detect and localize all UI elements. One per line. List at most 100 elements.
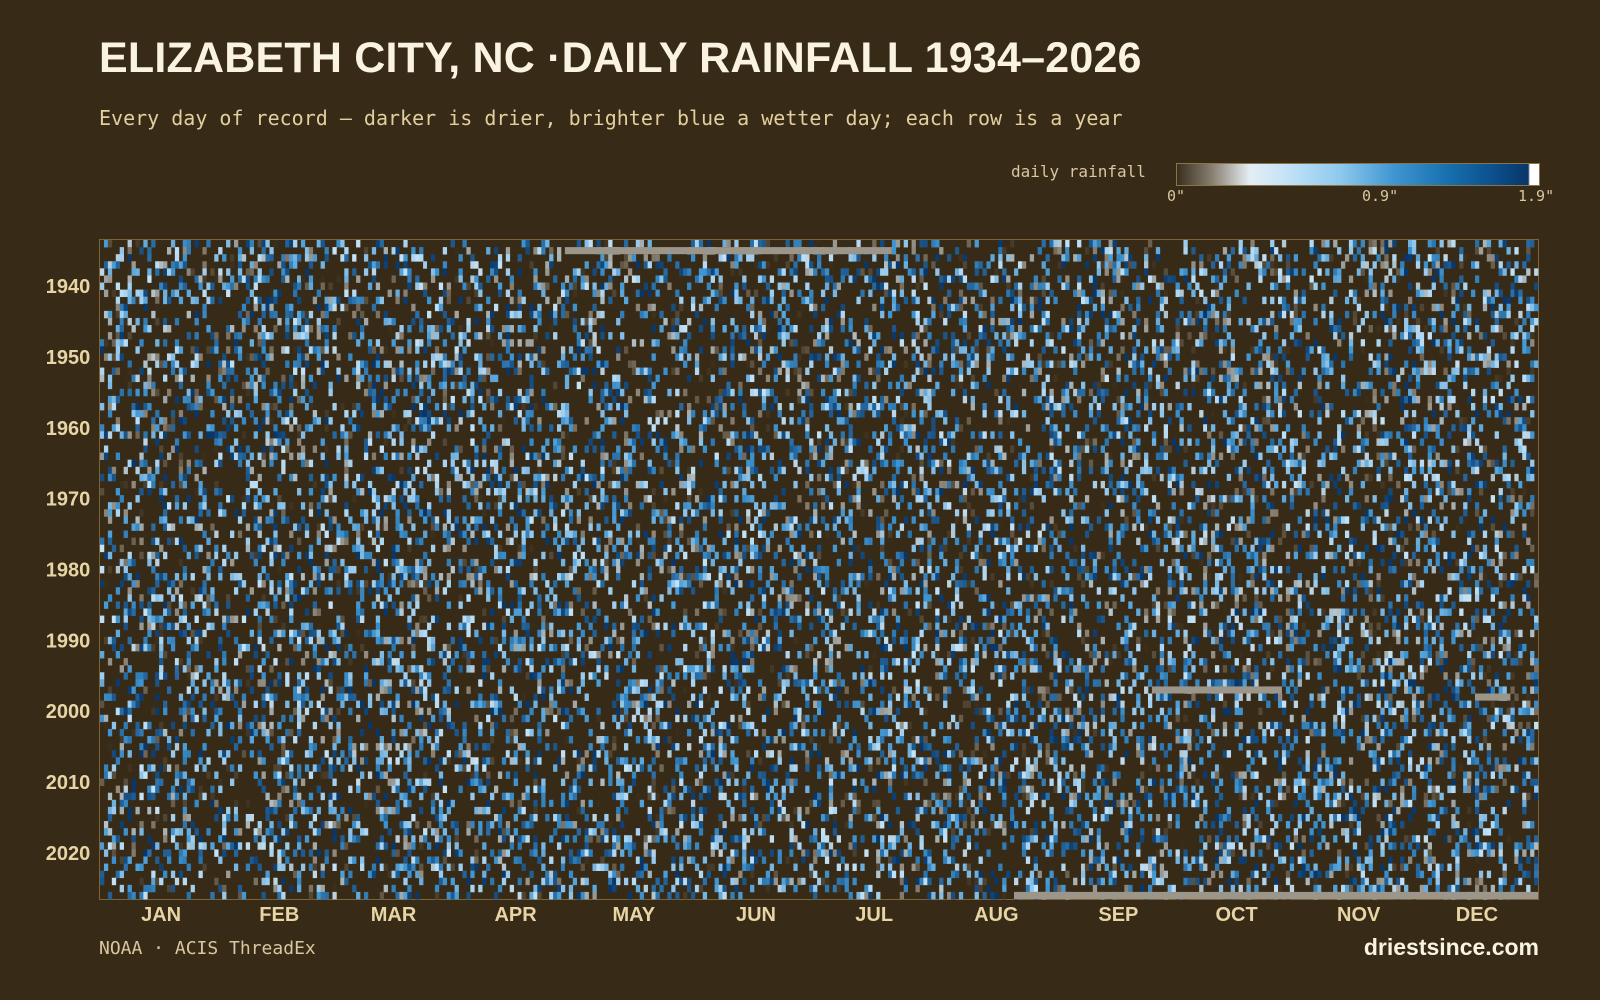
heatmap-cell <box>383 346 388 354</box>
heatmap-cell <box>159 261 164 269</box>
heatmap-cell <box>277 502 282 510</box>
heatmap-cell <box>797 466 802 475</box>
heatmap-cell <box>119 289 124 298</box>
heatmap-cell <box>1069 516 1074 524</box>
heatmap-cell <box>958 367 964 375</box>
heatmap-cell <box>411 402 416 411</box>
heatmap-cell <box>127 317 132 326</box>
heatmap-cell <box>1073 488 1078 496</box>
heatmap-cell <box>962 388 968 397</box>
heatmap-cell <box>182 431 188 439</box>
heatmap-cell <box>1120 438 1125 446</box>
heatmap-cell <box>643 495 648 503</box>
heatmap-cell <box>395 516 400 524</box>
heatmap-cell <box>1494 317 1499 326</box>
heatmap-cell <box>269 417 274 425</box>
heatmap-cell <box>1250 240 1255 248</box>
heatmap-cell <box>166 388 172 397</box>
heatmap-cell <box>1274 509 1279 517</box>
heatmap-cell <box>1266 261 1271 269</box>
heatmap-cell <box>1211 275 1216 283</box>
heatmap-cell <box>214 480 219 489</box>
colorbar-tick-mid: 0.9" <box>1362 187 1399 205</box>
heatmap-cell <box>324 310 329 319</box>
heatmap-cell <box>490 268 495 276</box>
heatmap-cell <box>655 296 660 305</box>
heatmap-cell <box>1471 353 1476 361</box>
heatmap-cell <box>1380 431 1385 439</box>
heatmap-cell <box>1506 296 1511 305</box>
heatmap-cell <box>805 254 810 262</box>
heatmap-cell <box>170 268 176 276</box>
heatmap-cell <box>1372 424 1377 432</box>
heatmap-cell <box>1518 325 1523 333</box>
heatmap-cell <box>1321 452 1326 461</box>
heatmap-cell <box>237 445 243 453</box>
heatmap-cell <box>218 438 223 446</box>
heatmap-cell <box>966 240 972 248</box>
heatmap-cell <box>198 402 203 411</box>
heatmap-cell <box>521 402 526 411</box>
heatmap-cell <box>761 240 767 248</box>
heatmap-cell <box>675 431 680 439</box>
heatmap-cell <box>600 332 605 340</box>
heatmap-cell <box>1447 388 1452 397</box>
heatmap-cell <box>320 488 325 496</box>
heatmap-cell <box>1526 466 1531 475</box>
heatmap-cell <box>1163 424 1169 432</box>
heatmap-cell <box>1526 296 1531 305</box>
heatmap-cell <box>659 325 664 333</box>
heatmap-cell <box>143 388 148 397</box>
heatmap-cell <box>687 473 692 482</box>
heatmap-cell <box>446 282 451 290</box>
heatmap-cell <box>1274 445 1279 453</box>
heatmap-cell <box>478 289 483 298</box>
heatmap-cell <box>911 268 916 276</box>
heatmap-cell <box>1530 495 1535 503</box>
heatmap-cell <box>371 268 377 276</box>
heatmap-cell <box>1211 466 1216 475</box>
heatmap-cell <box>107 261 113 269</box>
heatmap-cell <box>269 303 274 312</box>
heatmap-cell <box>828 410 834 418</box>
heatmap-cell <box>604 417 609 425</box>
heatmap-cell <box>974 261 979 269</box>
heatmap-cell <box>627 268 633 276</box>
heatmap-cell <box>155 339 160 347</box>
heatmap-cell <box>174 254 180 262</box>
heatmap-cell <box>623 346 629 354</box>
heatmap-cell <box>119 332 124 340</box>
heatmap-cell <box>375 374 381 383</box>
heatmap-cell <box>1388 488 1393 496</box>
heatmap-cell <box>710 360 715 368</box>
heatmap-cell <box>1199 488 1204 496</box>
heatmap-cell <box>363 317 369 326</box>
heatmap-cell <box>399 431 404 439</box>
heatmap-cell <box>1407 332 1413 340</box>
heatmap-cell <box>1431 424 1436 432</box>
heatmap-cell <box>1029 516 1035 524</box>
heatmap-cell <box>1451 240 1456 248</box>
heatmap-cell <box>182 282 188 290</box>
heatmap-cell <box>876 452 881 461</box>
heatmap-cell <box>608 282 613 290</box>
heatmap-cell <box>899 388 905 397</box>
heatmap-cell <box>375 353 381 361</box>
heatmap-cell <box>1077 353 1082 361</box>
heatmap-cell <box>1297 516 1302 524</box>
heatmap-cell <box>639 480 645 489</box>
heatmap-cell <box>147 480 152 489</box>
heatmap-cell <box>1309 410 1314 418</box>
heatmap-cell <box>1266 346 1271 354</box>
heatmap-cell <box>1281 480 1287 489</box>
heatmap-cell <box>143 473 148 482</box>
heatmap-cell <box>1317 395 1322 404</box>
heatmap-cell <box>293 289 298 298</box>
heatmap-cell <box>1321 353 1326 361</box>
heatmap-cell <box>923 395 928 404</box>
heatmap-cell <box>659 516 664 524</box>
heatmap-cell <box>1183 374 1188 383</box>
heatmap-cell <box>761 275 767 283</box>
heatmap-cell <box>580 268 585 276</box>
heatmap-cell <box>529 438 534 446</box>
